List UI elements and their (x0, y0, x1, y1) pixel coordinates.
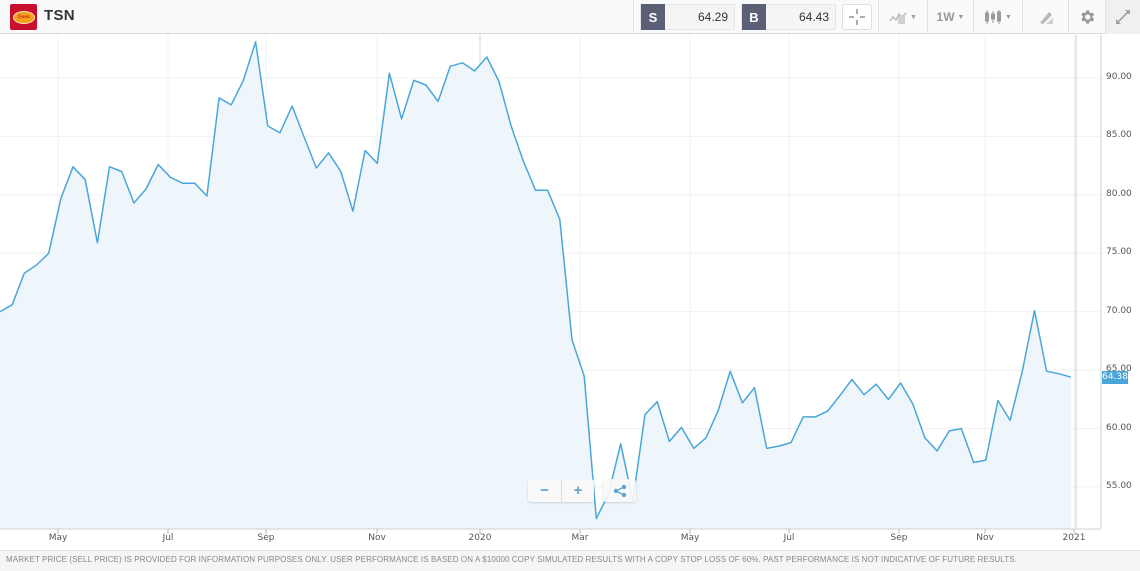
toolbar-tools: S 64.29 B 64.43 ▼ 1W ▼ ▼ (633, 0, 1140, 34)
buy-price: 64.43 (798, 10, 829, 24)
chart-toolbar: Tyson TSN S 64.29 B 64.43 ▼ 1W ▼ ▼ (0, 0, 1140, 34)
price-area-fill (0, 41, 1071, 530)
timeframe-value: 1W (936, 10, 955, 24)
crosshair-icon (849, 9, 865, 25)
buy-tag: B (742, 4, 766, 30)
compare-button[interactable]: ▼ (879, 0, 927, 34)
x-tick-label: 2021 (1062, 533, 1086, 543)
y-tick-label: 65.00 (1106, 364, 1132, 375)
crosshair-button[interactable] (842, 4, 872, 30)
chart-type-dropdown[interactable]: ▼ (974, 0, 1022, 34)
x-tick-label: May (48, 533, 68, 543)
x-tick-label: 2020 (468, 533, 492, 543)
chevron-down-icon: ▼ (910, 13, 917, 21)
price-line (0, 41, 1072, 520)
candlestick-icon (985, 10, 1002, 24)
buy-price-button[interactable]: B 64.43 (741, 4, 836, 30)
company-logo: Tyson (10, 4, 37, 30)
zoom-controls: − + (528, 479, 594, 502)
pencil-draw-icon (1039, 12, 1053, 24)
share-button[interactable] (603, 479, 636, 502)
x-tick-label: Jul (783, 533, 795, 543)
x-tick-label: May (680, 533, 700, 543)
y-tick-label: 55.00 (1106, 481, 1132, 491)
timeframe-dropdown[interactable]: 1W ▼ (928, 0, 973, 34)
logo-text: Tyson (17, 14, 30, 20)
draw-tool-button[interactable] (1023, 0, 1068, 34)
x-tick-label: Nov (976, 533, 994, 543)
y-tick-label: 60.00 (1106, 422, 1132, 433)
x-tick-label: Sep (890, 533, 908, 543)
y-tick-label: 85.00 (1106, 130, 1132, 141)
settings-button[interactable] (1069, 0, 1105, 34)
gear-icon (1081, 10, 1095, 24)
disclaimer-text: MARKET PRICE (SELL PRICE) IS PROVIDED FO… (6, 555, 1017, 564)
compare-icon (889, 12, 907, 24)
y-tick-label: 75.00 (1106, 247, 1132, 258)
price-chart[interactable] (0, 35, 1140, 550)
x-tick-label: Mar (571, 533, 589, 543)
disclaimer-footer: MARKET PRICE (SELL PRICE) IS PROVIDED FO… (0, 550, 1140, 571)
y-tick-label: 80.00 (1106, 188, 1132, 199)
share-icon (613, 484, 626, 497)
last-price-badge: 64.38 (1102, 371, 1128, 384)
zoom-out-button[interactable]: − (540, 482, 549, 499)
x-tick-label: Nov (368, 533, 386, 543)
sell-tag: S (641, 4, 665, 30)
expand-icon (1116, 10, 1130, 24)
x-tick-label: Jul (162, 533, 174, 543)
sell-price: 64.29 (697, 10, 728, 24)
sell-price-button[interactable]: S 64.29 (640, 4, 735, 30)
chevron-down-icon: ▼ (957, 13, 965, 21)
chevron-down-icon: ▼ (1005, 13, 1012, 21)
zoom-in-button[interactable]: + (561, 479, 594, 502)
y-tick-label: 70.00 (1106, 305, 1132, 316)
instrument-symbol: TSN (44, 7, 75, 24)
fullscreen-button[interactable] (1106, 0, 1140, 34)
x-tick-label: Sep (257, 533, 275, 543)
y-tick-label: 90.00 (1106, 72, 1132, 82)
